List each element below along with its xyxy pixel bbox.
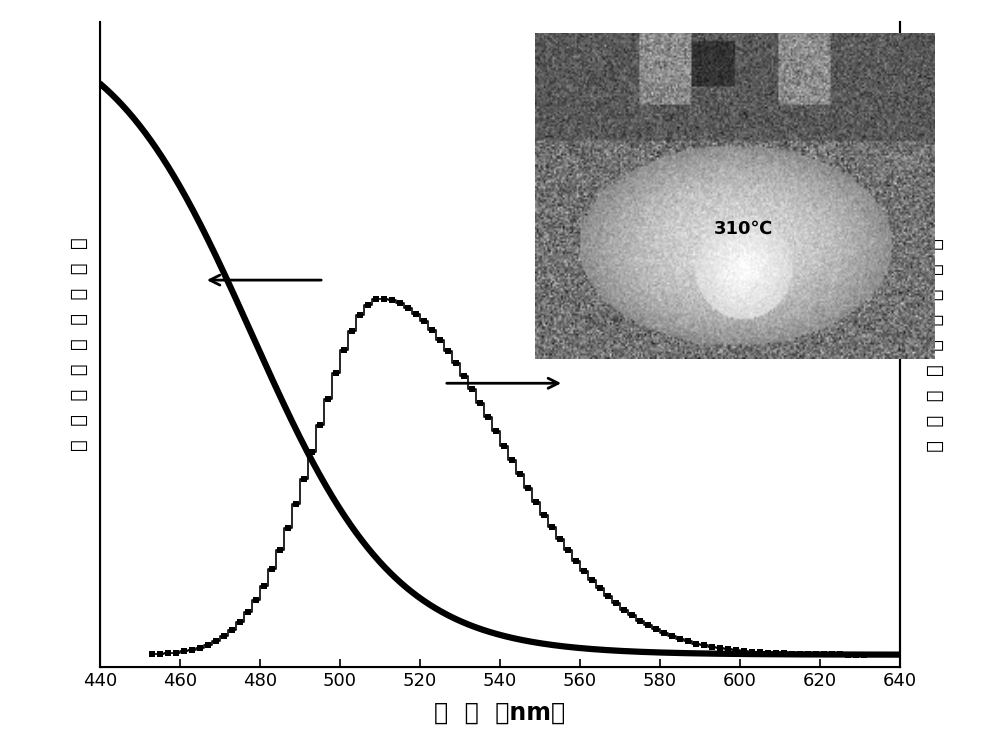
Point [848,648,864,660]
Point [752,646,768,658]
Point [528,496,544,508]
Point [208,636,224,648]
Point [240,606,256,618]
Point [760,647,776,659]
Point [624,610,640,622]
Point [784,648,800,659]
Point [536,509,552,521]
Point [736,645,752,657]
Point [288,498,304,510]
Point [400,302,416,314]
Point [520,482,536,494]
Point [696,639,712,651]
Y-axis label: 吸  收  强  度  （  相  对  値  ）: 吸 收 强 度 （ 相 对 値 ） [70,238,89,451]
Point [608,597,624,609]
Point [304,446,320,458]
Point [840,648,856,660]
Point [160,648,176,659]
Point [632,615,648,627]
Point [328,368,344,379]
Point [448,357,464,369]
Point [704,641,720,653]
Point [552,533,568,545]
Point [344,325,360,336]
Point [440,345,456,357]
Point [664,631,680,642]
Point [832,648,848,660]
Point [384,294,400,306]
Point [592,582,608,594]
Point [264,563,280,575]
Point [808,648,824,660]
Point [472,397,488,409]
X-axis label: 波  长  （nm）: 波 长 （nm） [434,701,566,725]
Point [856,648,872,660]
Point [336,345,352,356]
Point [504,454,520,466]
Point [488,425,504,437]
Point [680,636,696,648]
Point [792,648,808,660]
Point [296,473,312,485]
Point [224,624,240,636]
Point [800,648,816,660]
Point [584,574,600,586]
Point [392,297,408,309]
Point [816,648,832,660]
Point [616,604,632,616]
Point [144,648,160,660]
Point [568,555,584,567]
Point [720,643,736,655]
Point [496,440,512,452]
Point [272,544,288,556]
Point [544,521,560,533]
Point [176,645,192,657]
Point [576,565,592,576]
Point [360,299,376,310]
Point [416,316,432,328]
Point [432,334,448,346]
Point [424,325,440,336]
Point [560,545,576,556]
Point [368,293,384,305]
Point [512,468,528,480]
Point [600,590,616,602]
Y-axis label: 荧  光  强  度  （  相  对  値  ）: 荧 光 强 度 （ 相 对 値 ） [925,238,944,451]
Point [352,310,368,322]
Point [184,644,200,656]
Point [312,419,328,431]
Point [824,648,840,660]
Point [776,648,792,659]
Point [768,647,784,659]
Point [256,580,272,592]
Point [712,642,728,654]
Point [648,623,664,635]
Point [248,594,264,606]
Point [744,646,760,658]
Point [408,308,424,320]
Point [376,293,392,305]
Point [200,639,216,651]
Point [480,411,496,423]
Point [456,370,472,382]
Point [192,642,208,654]
Point [640,619,656,631]
Point [152,648,168,659]
Point [688,638,704,650]
Point [216,631,232,642]
Point [672,633,688,645]
Point [232,617,248,628]
Text: 310℃: 310℃ [713,220,773,238]
Point [168,647,184,659]
Point [464,383,480,395]
Point [320,393,336,405]
Point [280,522,296,534]
Point [728,645,744,657]
Point [656,627,672,639]
